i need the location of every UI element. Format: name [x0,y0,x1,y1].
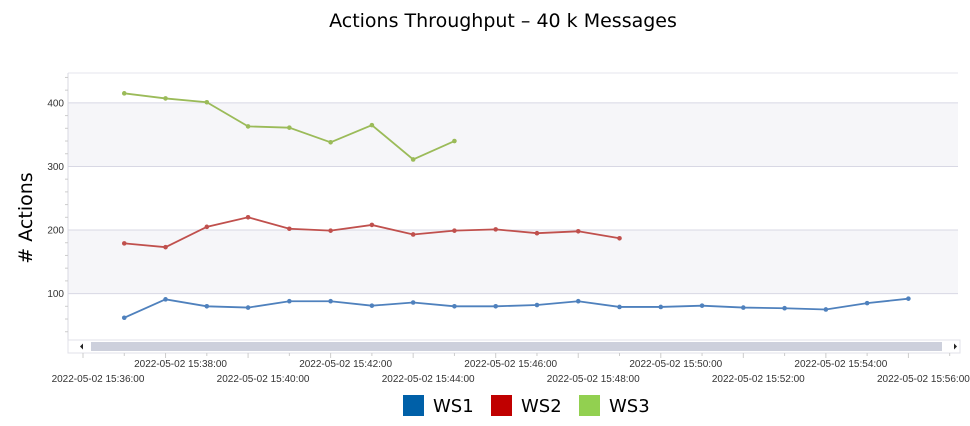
data-point [575,228,581,234]
grid-band [68,230,958,294]
x-tick-label: 2022-05-02 15:46:00 [464,359,557,370]
data-point [204,304,210,309]
data-point [121,91,127,96]
x-tick-label: 2022-05-02 15:40:00 [217,374,310,385]
data-point [163,297,168,302]
data-point [369,303,375,308]
data-point [658,304,664,310]
data-point [452,138,457,144]
x-tick-label: 2022-05-02 15:54:00 [794,359,887,370]
data-point [534,230,540,236]
legend-swatch-ws2 [491,395,512,416]
data-point [452,228,457,233]
y-tick-label: 100 [47,289,64,300]
data-point [121,315,127,321]
data-point [287,125,292,130]
data-point [121,241,127,246]
data-point [617,235,622,241]
x-tick-label: 2022-05-02 15:38:00 [134,359,227,370]
y-tick-label: 200 [47,226,64,237]
legend-swatch-ws3 [579,395,600,416]
data-point [328,139,333,145]
data-point [328,298,333,304]
x-tick-label: 2022-05-02 15:48:00 [547,374,640,385]
data-point [245,124,251,129]
grid-band [68,102,958,167]
data-point [163,244,168,250]
data-point [204,224,210,230]
data-point [782,305,787,311]
data-point [617,304,622,310]
data-point [287,226,292,232]
data-point [823,307,829,312]
data-point [699,303,705,308]
y-tick-label: 300 [47,162,64,173]
data-point [287,298,292,304]
x-tick-label: 2022-05-02 15:42:00 [299,359,392,370]
data-point [534,302,540,308]
data-point [452,304,457,309]
data-point [493,227,499,232]
data-point [575,298,581,304]
x-tick-label: 2022-05-02 15:50:00 [629,359,722,370]
data-point [410,232,416,237]
x-axis: 2022-05-02 15:36:00 2022-05-02 15:38:00 20… [52,353,970,385]
series-line-ws1 [123,297,909,319]
data-point [741,305,746,310]
data-point [245,215,251,220]
plot-area [67,72,958,340]
series-ws1 [121,296,911,321]
series-group [121,91,911,321]
data-point [906,296,911,301]
legend-swatch-ws1 [403,395,424,416]
scroll-left-icon[interactable] [80,343,83,350]
data-point [163,96,168,101]
y-axis: 100 200 300 400 [47,76,68,333]
x-tick-label: 2022-05-02 15:52:00 [712,374,805,385]
y-tick-label: 400 [47,98,64,109]
series-ws2 [121,215,622,250]
data-point [204,99,210,105]
legend-label: WS3 [609,396,650,417]
data-point [410,300,416,305]
legend: WS1 WS2 WS3 [403,395,650,417]
data-point [369,222,375,228]
data-point [864,300,870,306]
data-point [369,122,375,128]
data-point [493,304,499,309]
scroll-right-icon[interactable] [954,343,957,350]
x-tick-label: 2022-05-02 15:36:00 [52,374,145,385]
series-ws3 [121,91,457,162]
data-point [410,157,416,162]
x-tick-label: 2022-05-02 15:44:00 [382,374,475,385]
legend-label: WS1 [433,396,474,417]
legend-label: WS2 [521,396,562,417]
data-point [328,228,333,233]
horizontal-scrollbar[interactable] [67,339,961,354]
x-tick-label: 2022-05-02 15:56:00 [877,374,970,385]
data-point [245,305,251,310]
y-axis-label: # Actions [15,172,37,263]
chart-title: Actions Throughput – 40 k Messages [329,10,677,32]
